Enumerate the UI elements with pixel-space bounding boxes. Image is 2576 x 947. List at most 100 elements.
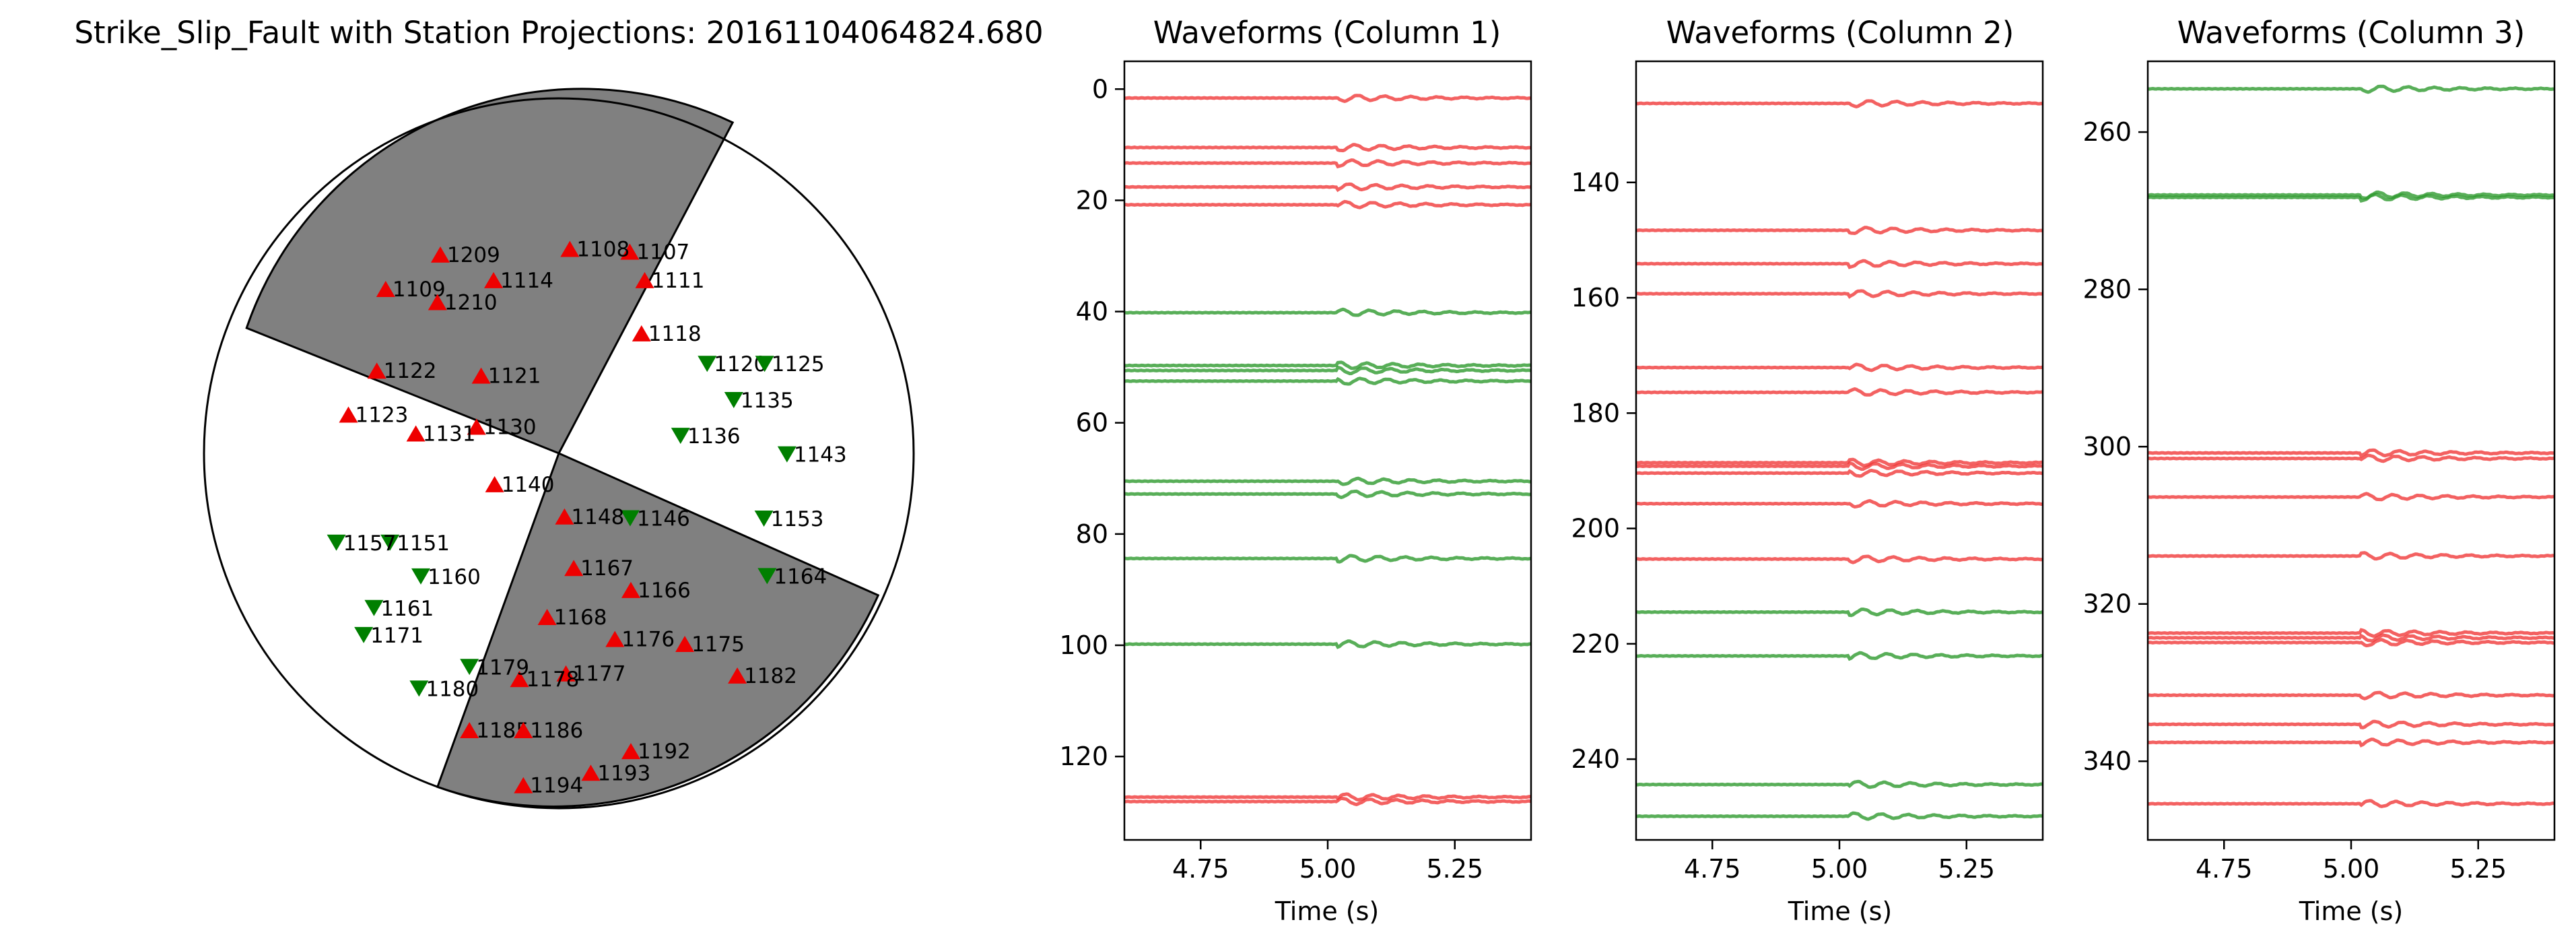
y-tick-label: 280 (2082, 275, 2132, 304)
station-marker-down (460, 659, 479, 676)
beachball-outline (203, 97, 915, 810)
waveform-trace (1124, 143, 1532, 153)
y-tick-label: 40 (1076, 297, 1108, 327)
station-label: 1175 (691, 632, 745, 657)
station-label: 1121 (488, 364, 541, 389)
station-label: 1171 (370, 624, 423, 648)
station-label: 1135 (741, 389, 794, 413)
waveform-plot-2: 4.75 5.00 5.25 140 160 180 200 220 240 (1571, 60, 2044, 884)
station-marker-up (514, 722, 533, 739)
xlabel-3: Time (s) (2299, 896, 2404, 926)
waveform-trace (2147, 799, 2555, 808)
station-label: 1118 (648, 322, 702, 346)
waveform-plot-1: 4.75 5.00 5.25 0 20 40 60 80 100 120 (1059, 60, 1532, 884)
station-marker-up (556, 665, 576, 682)
station-marker-down (354, 626, 374, 643)
station-label: 1210 (444, 290, 498, 315)
station-marker-up (621, 743, 640, 760)
waveform-title-2: Waveforms (Column 2) (1666, 15, 2014, 51)
compressional-quadrant-south (436, 451, 880, 808)
station-label: 1180 (426, 677, 479, 701)
waveform-trace (1124, 639, 1532, 649)
waveform-trace (2147, 492, 2555, 502)
waveform-trace (1124, 377, 1532, 386)
waveform-plot-3: 4.75 5.00 5.25 260 280 300 320 340 (2082, 60, 2556, 884)
station-marker-up (635, 271, 654, 288)
y-tick-label: 120 (1059, 742, 1108, 771)
x-tick-label: 5.25 (1426, 854, 1483, 884)
station-label: 1178 (527, 667, 580, 692)
y-tick-label: 140 (1571, 168, 1620, 197)
waveform-trace (2147, 193, 2555, 203)
waveform-trace (1635, 651, 2043, 661)
station-marker-down (757, 568, 777, 585)
waveform-trace (1124, 365, 1532, 376)
y-tick-label: 100 (1059, 630, 1108, 660)
station-marker-up (376, 280, 395, 297)
waveform-trace (1635, 259, 2043, 269)
station-label: 1111 (652, 269, 705, 293)
station-marker-up (367, 362, 386, 379)
y-tick-label: 220 (1571, 629, 1620, 659)
station-marker-down (364, 599, 384, 616)
waveform-trace (2147, 719, 2555, 729)
x-tick-label: 5.25 (2449, 854, 2507, 884)
y-tick-label: 300 (2082, 432, 2132, 461)
waveform-trace (1635, 779, 2043, 789)
waveform-trace (1124, 796, 1532, 806)
x-tick-label: 4.75 (2196, 854, 2253, 884)
y-tick-label: 0 (1092, 74, 1108, 104)
station-label: 1122 (384, 359, 437, 383)
waveform-trace (1124, 158, 1532, 169)
waveform-trace (1124, 792, 1532, 802)
waveform-trace (2147, 453, 2555, 463)
waveform-trace (2147, 448, 2555, 459)
station-marker-up (675, 635, 695, 652)
station-label: 1146 (637, 507, 690, 531)
y-tick-label: 340 (2082, 746, 2132, 776)
station-label: 1153 (771, 507, 824, 531)
station-label: 1160 (428, 565, 481, 589)
station-marker-down (620, 510, 640, 527)
waveform-trace (2147, 690, 2555, 700)
station-marker-down (698, 356, 717, 372)
station-marker-up (430, 246, 450, 263)
waveform-trace (1124, 199, 1532, 209)
station-label: 1192 (638, 740, 691, 764)
waveform-trace (1124, 360, 1532, 370)
waveform-trace (1635, 498, 2043, 509)
station-marker-up (406, 425, 426, 442)
waveform-trace (1635, 468, 2043, 478)
waveform-trace (1635, 607, 2043, 618)
station-marker-up (620, 243, 640, 260)
station-marker-up (484, 271, 504, 288)
station-label: 1123 (355, 403, 408, 428)
x-tick-label: 5.25 (1938, 854, 1995, 884)
y-tick-label: 260 (2082, 117, 2132, 147)
station-label: 1148 (571, 505, 624, 529)
station-marker-up (428, 294, 447, 311)
waveform-panel-2: Waveforms (Column 2) Time (s) 4.75 5.00 5.… (1571, 15, 2044, 926)
station-label: 1164 (774, 564, 827, 589)
waveform-trace (1635, 362, 2043, 372)
station-marker-up (555, 508, 574, 525)
x-tick-label: 4.75 (1172, 854, 1229, 884)
y-tick-label: 180 (1571, 398, 1620, 428)
station-marker-down (777, 446, 796, 463)
waveform-trace (1635, 289, 2043, 299)
xlabel-2: Time (s) (1788, 896, 1893, 926)
station-label: 1167 (580, 556, 634, 581)
station-marker-down (411, 568, 430, 585)
waveform-trace (1635, 99, 2043, 108)
waveform-trace (1635, 457, 2043, 467)
waveform-trace (2147, 84, 2555, 94)
x-tick-label: 5.00 (1299, 854, 1357, 884)
station-marker-down (724, 391, 743, 408)
station-marker-up (514, 777, 533, 793)
station-label: 1194 (530, 774, 583, 798)
station-marker-up (621, 581, 640, 598)
waveform-trace (1124, 489, 1532, 500)
waveform-trace (1124, 554, 1532, 564)
plot-frame (1123, 60, 1532, 841)
